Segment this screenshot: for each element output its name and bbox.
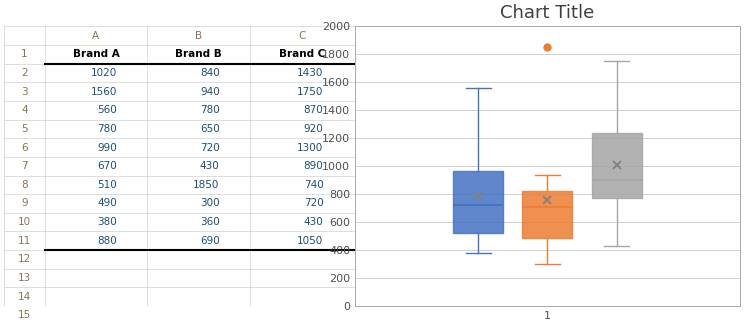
Text: 670: 670: [97, 161, 117, 171]
Text: C: C: [299, 31, 306, 41]
PathPatch shape: [522, 191, 572, 238]
Text: 1050: 1050: [298, 236, 324, 246]
Text: 1850: 1850: [193, 180, 219, 190]
Text: 780: 780: [97, 124, 117, 134]
Text: B: B: [195, 31, 202, 41]
Text: 720: 720: [200, 143, 219, 153]
Text: 890: 890: [304, 161, 324, 171]
Text: 870: 870: [304, 105, 324, 115]
Text: 6: 6: [21, 143, 28, 153]
Text: 7: 7: [21, 161, 28, 171]
PathPatch shape: [591, 133, 642, 198]
Text: 12: 12: [18, 254, 31, 265]
Text: 300: 300: [200, 199, 219, 209]
Text: 880: 880: [97, 236, 117, 246]
Text: 430: 430: [304, 217, 324, 227]
Text: 14: 14: [18, 292, 31, 302]
Text: 5: 5: [21, 124, 28, 134]
Text: 840: 840: [200, 68, 219, 78]
Text: 1430: 1430: [297, 68, 324, 78]
Text: 8: 8: [21, 180, 28, 190]
Text: 1560: 1560: [91, 87, 117, 97]
Text: 650: 650: [200, 124, 219, 134]
Text: A: A: [92, 31, 100, 41]
Text: 720: 720: [304, 199, 324, 209]
Text: 1750: 1750: [297, 87, 324, 97]
Text: 690: 690: [200, 236, 219, 246]
Text: 10: 10: [18, 217, 31, 227]
Text: Brand A: Brand A: [73, 49, 119, 59]
Title: Chart Title: Chart Title: [500, 4, 594, 22]
Text: 1300: 1300: [298, 143, 324, 153]
Text: 3: 3: [21, 87, 28, 97]
Text: 490: 490: [97, 199, 117, 209]
Text: 380: 380: [97, 217, 117, 227]
Text: Brand B: Brand B: [175, 49, 222, 59]
Text: 1: 1: [21, 49, 28, 59]
Text: 9: 9: [21, 199, 28, 209]
Text: 430: 430: [200, 161, 219, 171]
Text: Brand C: Brand C: [279, 49, 326, 59]
Text: 360: 360: [200, 217, 219, 227]
Text: 2: 2: [21, 68, 28, 78]
Text: 990: 990: [97, 143, 117, 153]
Text: 510: 510: [97, 180, 117, 190]
PathPatch shape: [453, 172, 503, 233]
Text: 15: 15: [18, 310, 31, 320]
Text: 13: 13: [18, 273, 31, 283]
Text: 920: 920: [304, 124, 324, 134]
Text: 560: 560: [97, 105, 117, 115]
Text: 1020: 1020: [91, 68, 117, 78]
Text: 11: 11: [18, 236, 31, 246]
Text: 4: 4: [21, 105, 28, 115]
Text: 780: 780: [200, 105, 219, 115]
Text: 740: 740: [304, 180, 324, 190]
Text: 940: 940: [200, 87, 219, 97]
